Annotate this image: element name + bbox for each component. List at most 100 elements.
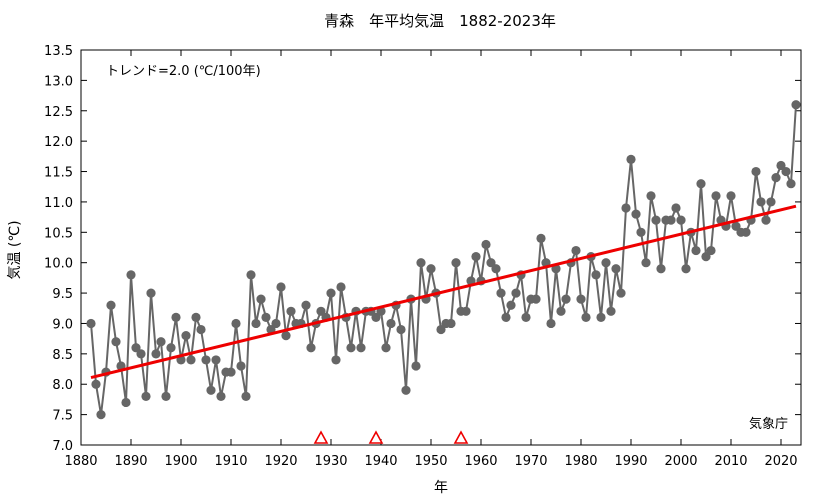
data-point	[146, 288, 156, 298]
data-point	[331, 355, 341, 365]
x-tick-label: 1970	[514, 454, 547, 469]
data-point	[121, 397, 131, 408]
x-tick-label: 1910	[214, 454, 247, 469]
data-point	[761, 215, 771, 225]
data-point	[401, 385, 411, 395]
data-point	[241, 391, 251, 401]
data-point	[256, 294, 266, 304]
data-point	[136, 349, 146, 359]
data-point	[201, 355, 211, 365]
data-point	[436, 324, 446, 335]
data-point	[711, 191, 721, 201]
data-point	[666, 215, 676, 225]
x-axis-label: 年	[434, 480, 448, 496]
data-point	[261, 312, 271, 322]
y-tick-label: 7.0	[52, 439, 73, 454]
data-point	[701, 252, 711, 262]
data-point	[396, 324, 406, 335]
trend-layer	[90, 204, 797, 380]
data-point	[106, 300, 116, 310]
data-point	[781, 166, 791, 177]
data-point	[751, 166, 761, 177]
data-point	[486, 258, 496, 268]
station-change-marker	[313, 430, 329, 444]
data-point	[741, 227, 751, 237]
x-tick-label: 1920	[264, 454, 297, 469]
y-tick-label: 9.5	[52, 287, 73, 302]
trend-annotation: トレンド=2.0 (℃/100年)	[106, 64, 261, 79]
data-point	[326, 288, 336, 298]
data-point	[706, 245, 716, 256]
data-point	[416, 258, 426, 268]
y-axis-label: 気温 (℃)	[7, 220, 23, 279]
y-tick-label: 10.5	[44, 226, 73, 241]
x-axis: 1880 1890 1900 1910 1920 1930 1940 1950 1960 1970…	[64, 50, 798, 469]
data-point	[346, 343, 356, 353]
data-point	[471, 252, 481, 262]
station-change-marker	[453, 430, 469, 444]
data-point	[546, 318, 556, 329]
data-point	[606, 306, 616, 316]
data-point	[766, 197, 776, 207]
data-point	[726, 191, 736, 201]
data-point	[571, 245, 581, 256]
y-tick-label: 8.5	[52, 348, 73, 363]
data-point	[236, 361, 246, 371]
data-point	[641, 258, 651, 268]
y-tick-label: 10.0	[44, 257, 73, 272]
data-point	[246, 270, 256, 280]
data-point	[511, 288, 521, 298]
marker-layer	[313, 430, 469, 444]
data-point	[691, 245, 701, 256]
data-point	[86, 318, 96, 329]
data-point	[676, 215, 686, 225]
data-point	[216, 391, 226, 401]
data-point	[166, 343, 176, 353]
data-point	[496, 288, 506, 298]
x-tick-label: 1980	[564, 454, 597, 469]
data-point	[96, 410, 106, 420]
data-point	[286, 306, 296, 316]
data-point	[461, 306, 471, 316]
data-point	[651, 215, 661, 225]
data-point	[681, 264, 691, 274]
data-point	[531, 294, 541, 304]
data-point	[536, 233, 546, 243]
data-point	[356, 343, 366, 353]
data-point	[186, 355, 196, 365]
data-point	[771, 173, 781, 183]
data-point	[91, 379, 101, 389]
data-point	[426, 264, 436, 274]
x-tick-label: 1960	[464, 454, 497, 469]
data-point	[656, 264, 666, 274]
y-axis: 7.0 7.5 8.0 8.5 9.0 9.5 10.0 10.5 11.0 11.5 12.0 12…	[44, 44, 801, 454]
data-point	[131, 343, 141, 353]
data-point	[386, 318, 396, 329]
data-point	[371, 312, 381, 322]
data-point	[411, 361, 421, 371]
data-point	[316, 306, 326, 316]
x-tick-label: 2020	[764, 454, 797, 469]
data-point	[451, 258, 461, 268]
data-point	[786, 179, 796, 189]
y-tick-label: 9.0	[52, 317, 73, 332]
data-point	[206, 385, 216, 395]
data-point	[156, 337, 166, 347]
x-tick-label: 2010	[714, 454, 747, 469]
data-point	[276, 282, 286, 292]
data-point	[501, 312, 511, 322]
data-point	[556, 306, 566, 316]
data-point	[181, 331, 191, 341]
data-point	[776, 160, 786, 171]
data-point	[251, 318, 261, 329]
data-point	[481, 239, 491, 250]
data-point	[506, 300, 516, 310]
data-point	[336, 282, 346, 292]
data-point	[731, 221, 741, 231]
x-tick-label: 2000	[664, 454, 697, 469]
x-tick-label: 1900	[164, 454, 197, 469]
data-point	[581, 312, 591, 322]
data-point	[646, 191, 656, 201]
chart-title: 青森 年平均気温 1882-2023年	[324, 12, 556, 30]
